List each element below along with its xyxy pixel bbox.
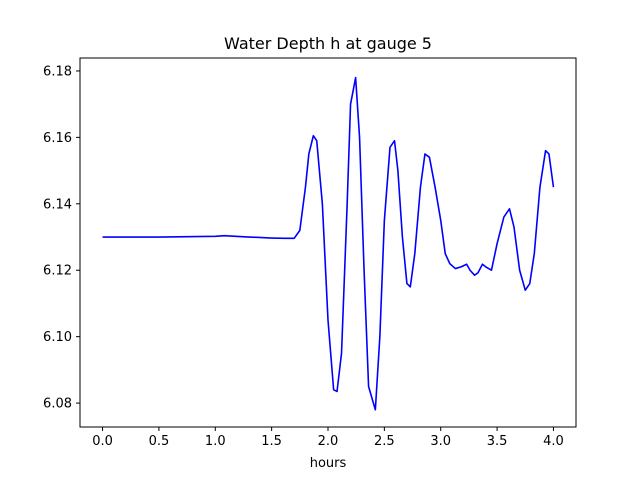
plot-area: 0.0 0.5 1.0 1.5 2.0 2.5 3.0 3.5 4.0 6.08 6.10 6.12 6… — [43, 57, 577, 449]
x-tick-label: 4.0 — [543, 434, 564, 449]
y-tick-label: 6.08 — [43, 397, 72, 412]
y-tick-label: 6.14 — [43, 197, 72, 212]
x-tick-label: 2.0 — [318, 434, 339, 449]
series-line-0 — [102, 76, 555, 411]
y-tick-label: 6.18 — [43, 64, 72, 79]
x-tick-label: 3.0 — [430, 434, 451, 449]
x-tick-label: 3.5 — [487, 434, 508, 449]
x-tick-label: 1.0 — [205, 434, 226, 449]
x-axis-label: hours — [310, 456, 347, 471]
x-tick-label: 0.0 — [92, 434, 113, 449]
chart-title: Water Depth h at gauge 5 — [224, 34, 432, 53]
y-tick-label: 6.16 — [43, 131, 72, 146]
y-tick-label: 6.10 — [43, 330, 72, 345]
x-tick-label: 2.5 — [374, 434, 395, 449]
x-tick-label: 1.5 — [261, 434, 282, 449]
x-tick-label: 0.5 — [149, 434, 170, 449]
y-tick-label: 6.12 — [43, 264, 72, 279]
